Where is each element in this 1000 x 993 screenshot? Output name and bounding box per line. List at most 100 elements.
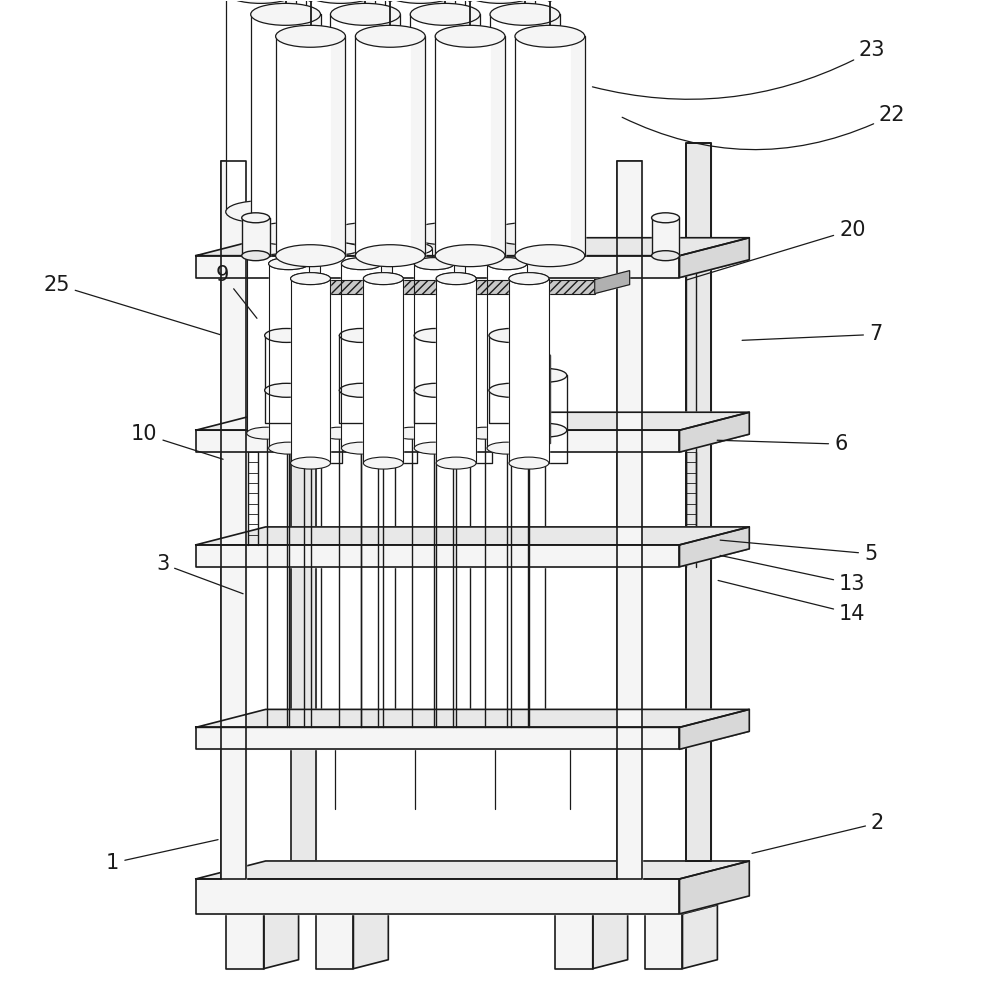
Ellipse shape bbox=[431, 403, 475, 417]
Ellipse shape bbox=[242, 213, 270, 222]
Polygon shape bbox=[282, 0, 296, 212]
Ellipse shape bbox=[276, 26, 345, 48]
Text: 22: 22 bbox=[622, 105, 905, 150]
Polygon shape bbox=[490, 14, 560, 233]
Polygon shape bbox=[489, 336, 533, 390]
Polygon shape bbox=[679, 861, 749, 914]
Polygon shape bbox=[299, 375, 342, 430]
Ellipse shape bbox=[546, 0, 554, 1]
Ellipse shape bbox=[489, 329, 533, 343]
Ellipse shape bbox=[515, 244, 585, 267]
Ellipse shape bbox=[251, 3, 321, 26]
Polygon shape bbox=[373, 430, 417, 463]
Ellipse shape bbox=[265, 383, 309, 397]
Ellipse shape bbox=[226, 0, 296, 3]
Ellipse shape bbox=[306, 0, 375, 3]
Ellipse shape bbox=[242, 250, 270, 260]
Ellipse shape bbox=[291, 457, 330, 469]
Polygon shape bbox=[196, 727, 679, 750]
Ellipse shape bbox=[487, 257, 527, 270]
Polygon shape bbox=[489, 390, 533, 423]
Polygon shape bbox=[448, 375, 492, 430]
Text: 20: 20 bbox=[687, 219, 866, 280]
Polygon shape bbox=[361, 0, 375, 212]
Ellipse shape bbox=[355, 244, 425, 267]
Ellipse shape bbox=[490, 222, 560, 244]
Ellipse shape bbox=[356, 349, 400, 362]
Polygon shape bbox=[355, 37, 425, 255]
Ellipse shape bbox=[282, 403, 325, 417]
Polygon shape bbox=[392, 248, 432, 433]
Polygon shape bbox=[307, 14, 321, 233]
Ellipse shape bbox=[247, 427, 287, 439]
Text: 10: 10 bbox=[131, 424, 223, 459]
Ellipse shape bbox=[356, 403, 400, 417]
Polygon shape bbox=[264, 905, 299, 969]
Text: 25: 25 bbox=[43, 275, 220, 335]
Polygon shape bbox=[221, 161, 246, 879]
Polygon shape bbox=[320, 248, 359, 433]
Ellipse shape bbox=[652, 250, 679, 260]
Ellipse shape bbox=[385, 0, 455, 3]
Ellipse shape bbox=[465, 427, 505, 439]
Polygon shape bbox=[506, 355, 550, 410]
Ellipse shape bbox=[373, 423, 417, 437]
Ellipse shape bbox=[226, 201, 296, 222]
Ellipse shape bbox=[339, 383, 383, 397]
Polygon shape bbox=[515, 37, 585, 255]
Polygon shape bbox=[339, 390, 383, 423]
Ellipse shape bbox=[465, 201, 535, 222]
Ellipse shape bbox=[392, 242, 432, 254]
Ellipse shape bbox=[509, 273, 549, 285]
Ellipse shape bbox=[414, 257, 454, 270]
Polygon shape bbox=[356, 355, 400, 410]
Ellipse shape bbox=[330, 222, 400, 244]
Polygon shape bbox=[291, 279, 330, 463]
Polygon shape bbox=[276, 37, 345, 255]
Polygon shape bbox=[441, 0, 455, 212]
Text: 14: 14 bbox=[718, 581, 866, 624]
Text: 3: 3 bbox=[156, 554, 243, 594]
Polygon shape bbox=[617, 161, 642, 879]
Ellipse shape bbox=[341, 442, 381, 454]
Ellipse shape bbox=[410, 3, 480, 26]
Ellipse shape bbox=[276, 244, 345, 267]
Polygon shape bbox=[282, 410, 325, 443]
Polygon shape bbox=[466, 14, 480, 233]
Ellipse shape bbox=[436, 273, 476, 285]
Polygon shape bbox=[617, 161, 642, 879]
Polygon shape bbox=[431, 355, 475, 410]
Polygon shape bbox=[242, 217, 270, 255]
Polygon shape bbox=[386, 14, 400, 233]
Polygon shape bbox=[410, 14, 480, 233]
Polygon shape bbox=[299, 430, 342, 463]
Ellipse shape bbox=[435, 26, 505, 48]
Polygon shape bbox=[196, 237, 749, 255]
Ellipse shape bbox=[489, 383, 533, 397]
Ellipse shape bbox=[247, 242, 287, 254]
Ellipse shape bbox=[299, 423, 342, 437]
Ellipse shape bbox=[299, 368, 342, 382]
Ellipse shape bbox=[385, 201, 455, 222]
Polygon shape bbox=[363, 279, 403, 463]
Ellipse shape bbox=[265, 329, 309, 343]
Text: 9: 9 bbox=[216, 264, 257, 319]
Polygon shape bbox=[196, 527, 749, 545]
Polygon shape bbox=[546, 14, 560, 233]
Ellipse shape bbox=[363, 273, 403, 285]
Polygon shape bbox=[226, 905, 299, 914]
Polygon shape bbox=[306, 0, 375, 212]
Ellipse shape bbox=[291, 273, 330, 285]
Polygon shape bbox=[523, 375, 567, 430]
Polygon shape bbox=[593, 905, 628, 969]
Polygon shape bbox=[686, 143, 711, 861]
Polygon shape bbox=[221, 161, 246, 879]
Ellipse shape bbox=[247, 242, 287, 254]
Ellipse shape bbox=[506, 403, 550, 417]
Polygon shape bbox=[679, 237, 749, 278]
Ellipse shape bbox=[431, 349, 475, 362]
Text: 13: 13 bbox=[720, 555, 866, 594]
Polygon shape bbox=[196, 545, 679, 567]
Text: 2: 2 bbox=[752, 813, 884, 853]
Polygon shape bbox=[436, 279, 476, 463]
